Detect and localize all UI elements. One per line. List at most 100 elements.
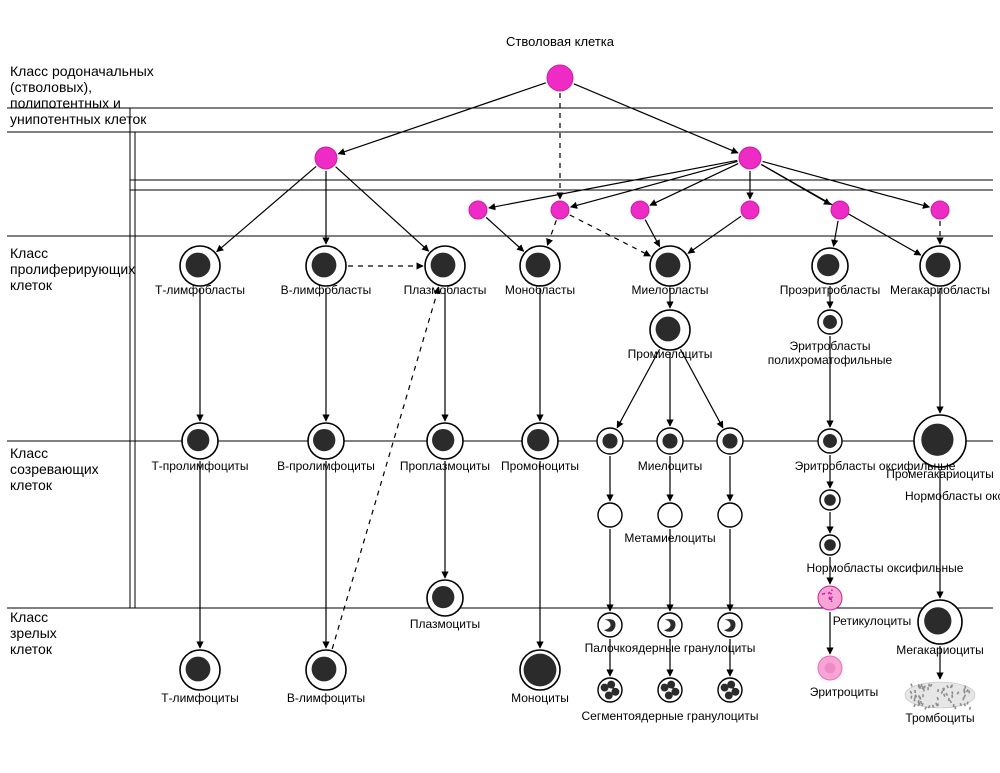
cell-plz: [427, 580, 463, 616]
label-plzb: Плазмобласты: [404, 283, 487, 297]
label-ebpx1-0: Эритробласты: [790, 339, 871, 353]
cell-propl: [427, 423, 463, 459]
cell-uni1: [469, 201, 487, 219]
cell-bpro: [308, 423, 344, 459]
stem-cell-title: Стволовая клетка: [506, 34, 615, 49]
cr4: зрелых: [10, 625, 57, 641]
edge-promy-mye3: [680, 349, 722, 427]
label-mkb: Мегакариобласты: [890, 283, 990, 297]
cell-nbox1: [820, 490, 840, 510]
cr1: Класс родоначальных: [10, 63, 154, 79]
cell-retic: [818, 586, 842, 610]
label-plz: Плазмоциты: [410, 617, 480, 631]
cell-uni3: [631, 201, 649, 219]
cr3: клеток: [10, 477, 53, 493]
edge-uni3-myeb: [645, 220, 659, 247]
edge-plR-uni1: [489, 160, 737, 207]
label-blb: В‑лимфобласты: [281, 283, 372, 297]
cell-tlb: [180, 246, 220, 286]
edge-plR-uni6: [763, 161, 930, 207]
cell-band1: [598, 613, 622, 637]
label-bpro: В‑пролимфоциты: [277, 459, 375, 473]
cell-monb: [520, 246, 560, 286]
label-myeb: Миелобласты: [632, 283, 709, 297]
edge-uni5-proeb: [834, 221, 839, 246]
cell-meta3: [718, 503, 742, 527]
edge-uni2-monb: [547, 220, 556, 245]
label-ebpx1-1: полихроматофильные: [768, 353, 893, 367]
cell-blb: [306, 246, 346, 286]
label-promy: Промиелоциты: [628, 347, 713, 361]
cell-plat: [905, 682, 975, 710]
cell-uni4: [741, 201, 759, 219]
cr3: созревающих: [10, 461, 99, 477]
cr4: клеток: [10, 641, 53, 657]
cell-band2: [658, 613, 682, 637]
cell-tl: [180, 650, 220, 690]
hematopoiesis-diagram: Класс родоначальных(стволовых),полипотен…: [0, 0, 1000, 773]
cr2: клеток: [10, 277, 53, 293]
edge-plL-tlb: [217, 166, 316, 251]
cell-stem: [547, 65, 573, 91]
cell-meta1: [598, 503, 622, 527]
label-bl: В‑лимфоциты: [287, 691, 365, 705]
cell-mye2: [657, 428, 683, 454]
label-mye2: Миелоциты: [638, 459, 702, 473]
edge-stem-plL: [338, 83, 546, 154]
label-nbox2: Нормобласты оксифильные: [807, 561, 964, 575]
cr1: (стволовых),: [10, 79, 92, 95]
cell-uni2: [551, 201, 569, 219]
cell-band3: [718, 613, 742, 637]
cell-promy: [650, 310, 690, 350]
cell-plL: [315, 147, 337, 169]
label-proeb: Проэритробласты: [780, 283, 880, 297]
cell-tpro: [182, 423, 218, 459]
label-ery: Эритроциты: [810, 685, 879, 699]
label-plat: Тромбоциты: [905, 711, 974, 725]
edge-promy-mye1: [617, 349, 659, 427]
edge-stem-plR: [574, 84, 738, 153]
label-monb: Монобласты: [505, 283, 575, 297]
cell-mkb: [920, 246, 960, 286]
edge-plR-uni2: [571, 161, 738, 207]
cr3: Класс: [10, 445, 48, 461]
cell-proeb: [812, 248, 848, 284]
label-retic: Ретикулоциты: [833, 614, 912, 628]
cell-ebpx1: [818, 310, 842, 334]
cr4: Класс: [10, 609, 48, 625]
cell-seg2: [658, 678, 682, 702]
cell-myeb: [650, 246, 690, 286]
label-pmk: Промегакариоциты: [886, 467, 994, 481]
label-tlb: Т‑лимфобласты: [155, 283, 245, 297]
cell-seg3: [718, 678, 742, 702]
label-meta2: Метамиелоциты: [624, 531, 715, 545]
cell-uni5: [831, 201, 849, 219]
cell-promon: [522, 423, 558, 459]
cell-nbox2: [820, 535, 840, 555]
cr2: Класс: [10, 245, 48, 261]
cell-seg1: [598, 678, 622, 702]
cell-ery: [818, 656, 842, 680]
label-band2: Палочкоядерные гранулоциты: [585, 641, 756, 655]
cell-plzb: [425, 246, 465, 286]
cr1: унипотентных клеток: [10, 111, 147, 127]
edge-plL-plzb: [336, 167, 429, 251]
edge-uni4-myeb: [688, 216, 741, 253]
cell-ebox: [818, 429, 842, 453]
label-propl: Проплазмоциты: [400, 459, 490, 473]
label-promon: Промоноциты: [501, 459, 579, 473]
cell-plR: [739, 147, 761, 169]
cell-uni6: [931, 201, 949, 219]
labels: Класс родоначальных(стволовых),полипотен…: [10, 34, 1000, 725]
cell-mono: [520, 650, 560, 690]
label-tpro: Т‑пролимфоциты: [151, 459, 248, 473]
label-mk: Мегакариоциты: [896, 643, 984, 657]
label-nbox1: Нормобласты оксифильные: [905, 489, 1000, 503]
cr2: пролиферирующих: [10, 261, 135, 277]
cell-meta2: [658, 503, 682, 527]
cell-bl: [306, 650, 346, 690]
label-tl: Т‑лимфоциты: [161, 691, 239, 705]
cell-mk: [918, 600, 962, 644]
edge-uni1-monb: [486, 217, 524, 251]
cr1: полипотентных и: [10, 95, 121, 111]
